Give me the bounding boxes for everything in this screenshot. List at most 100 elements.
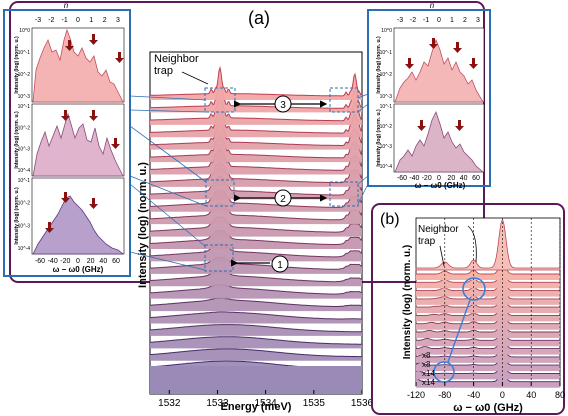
dashed-box-right-2 xyxy=(329,181,359,207)
dashed-box-left-1 xyxy=(204,244,234,272)
left-inset-frame xyxy=(3,9,131,277)
b-spectrum-fill xyxy=(416,277,560,297)
bottom-tick-label: 60 xyxy=(472,175,480,182)
b-spectrum-fill xyxy=(416,311,560,330)
bottom-tick-label: -60 xyxy=(35,258,45,265)
b-spectrum-fill xyxy=(416,285,560,305)
bottom-tick-label: 40 xyxy=(99,258,107,265)
b-spectrum-line xyxy=(416,285,560,300)
b-spectrum-fill xyxy=(416,260,560,280)
neighbor-trap-label-b-line2: trap xyxy=(418,236,436,247)
x-tick-label: 1535 xyxy=(303,398,326,409)
left-red-arrows xyxy=(45,34,124,233)
top-tick-label: -3 xyxy=(397,17,403,24)
spectrum-line xyxy=(149,256,363,270)
red-arrow-icon xyxy=(469,58,478,69)
scale-label: x14 xyxy=(422,378,435,387)
spectrum-fill xyxy=(150,298,362,312)
y-tick-label: 10^-4 xyxy=(18,246,31,252)
top-tick-label: -1 xyxy=(423,17,429,24)
right-ylabel-2: Intensity (log) (norm. u.) xyxy=(376,109,382,167)
b-spectrum-line xyxy=(416,337,560,350)
marker-3-circle xyxy=(274,95,292,113)
y-tick-label: 10^-3 xyxy=(18,94,31,100)
b-spectrum-fill xyxy=(416,372,560,388)
right-bottom-ticks: -60 -40 -20 0 20 40 60 xyxy=(397,175,480,182)
y-tick-label: 10^-3 xyxy=(18,223,31,229)
bottom-tick-label: -60 xyxy=(397,175,407,182)
connector-line xyxy=(129,125,207,183)
spectrum-fill xyxy=(150,149,362,175)
left-xlabel: ω − ω0 (GHz) xyxy=(53,265,104,274)
left-inset-2-spectrum xyxy=(32,112,124,177)
y-tick-label: 10^-1 xyxy=(380,104,393,110)
right-insets: -3 -2 -1 0 1 2 3 n -60 -40 -20 0 20 40 60 ω − ω0 (GH… xyxy=(357,1,491,205)
red-arrow-icon xyxy=(45,222,54,233)
top-tick-label: 0 xyxy=(437,17,441,24)
left-bottom-ticks: -60 -40 -20 0 20 40 60 xyxy=(35,258,120,265)
left-ylabel-2: Intensity (log) (norm. u.) xyxy=(14,111,20,169)
red-arrow-icon xyxy=(429,38,438,49)
y-tick-label: 10^-3 xyxy=(380,94,393,100)
top-tick-label: -3 xyxy=(35,17,41,24)
panel-b-frame xyxy=(371,203,565,415)
left-n-label: n xyxy=(64,1,69,10)
x-tick-label: -40 xyxy=(467,390,480,400)
spectrum-fill xyxy=(150,67,362,100)
y-tick-label: 10^0 xyxy=(381,28,392,34)
panel-b: (b) Neighbor trap x8 x8 x14 x14 -120 -80-… xyxy=(371,203,565,415)
right-top-ticks: -3 -2 -1 0 1 2 3 xyxy=(397,17,480,24)
connector-line xyxy=(129,95,207,101)
top-tick-label: 1 xyxy=(450,17,454,24)
spectrum-fill xyxy=(150,348,362,361)
marker-3-label: 3 xyxy=(280,100,286,111)
y-tick-label: 10^-2 xyxy=(18,72,31,78)
bottom-tick-label: -40 xyxy=(409,175,419,182)
b-spectrum-fill xyxy=(416,268,560,289)
dashed-box-left-2 xyxy=(205,179,235,207)
y-tick-label: 10^-3 xyxy=(18,147,31,153)
b-top-spectrum xyxy=(415,219,561,271)
main-ylabel: Intensity (log) (norm. u.) xyxy=(137,162,149,288)
panel-b-xlabel: ω − ω0 (GHz) xyxy=(453,402,523,414)
x-tick-label: -120 xyxy=(407,390,425,400)
b-spectrum-line xyxy=(416,311,560,325)
connector-line xyxy=(129,175,207,207)
x-tick-label: 40 xyxy=(526,390,536,400)
spectrum-fill xyxy=(150,284,362,299)
spectrum-line xyxy=(149,216,363,233)
spectrum-line xyxy=(149,162,363,184)
b-spectrum-fill xyxy=(416,303,560,322)
scale-label: x14 xyxy=(422,369,435,378)
x-tick-label: -80 xyxy=(438,390,451,400)
y-tick-label: 10^-4 xyxy=(18,168,31,174)
spectrum-line xyxy=(150,202,363,221)
y-tick-label: 10^-1 xyxy=(18,104,31,110)
b-spectrum-line xyxy=(416,302,560,316)
right-y-ticks: 10^0 10^-1 10^-2 10^-3 10^-1 10^-2 10^-3 10^-4 xyxy=(380,28,393,170)
left-insets: -3 -2 -1 0 1 2 3 n -60 -40 -20 0 20 40 60 ω − ω0 (GH… xyxy=(3,1,207,277)
neighbor-pointer-b-2 xyxy=(467,225,477,263)
red-arrow-icon xyxy=(417,120,426,131)
red-arrow-icon xyxy=(89,110,98,121)
connector-line xyxy=(357,183,369,205)
scale-label: x8 xyxy=(422,360,431,369)
top-tick-label: 2 xyxy=(103,17,107,24)
connector-line xyxy=(357,93,369,99)
top-tick-label: 3 xyxy=(476,17,480,24)
blue-circle-bottom xyxy=(433,361,455,383)
main-x-ticks: 1532 1533 1534 1535 1536 xyxy=(158,390,374,409)
spectrum-fill xyxy=(150,135,362,163)
spectrum-fill xyxy=(150,271,362,287)
b-spectrum-line xyxy=(416,259,560,275)
spectrum-line xyxy=(150,229,363,245)
panel-b-dashed-grid xyxy=(444,218,561,386)
connector-line xyxy=(357,175,369,185)
right-xlabel: ω − ω0 (GHz) xyxy=(415,181,466,190)
blue-circle-top xyxy=(462,277,486,301)
neighbor-pointer-b xyxy=(439,245,445,267)
panel-b-series-group xyxy=(415,219,561,388)
blue-connector xyxy=(447,299,471,363)
x-tick-label: 80 xyxy=(555,390,565,400)
b-spectrum-line xyxy=(416,328,560,341)
